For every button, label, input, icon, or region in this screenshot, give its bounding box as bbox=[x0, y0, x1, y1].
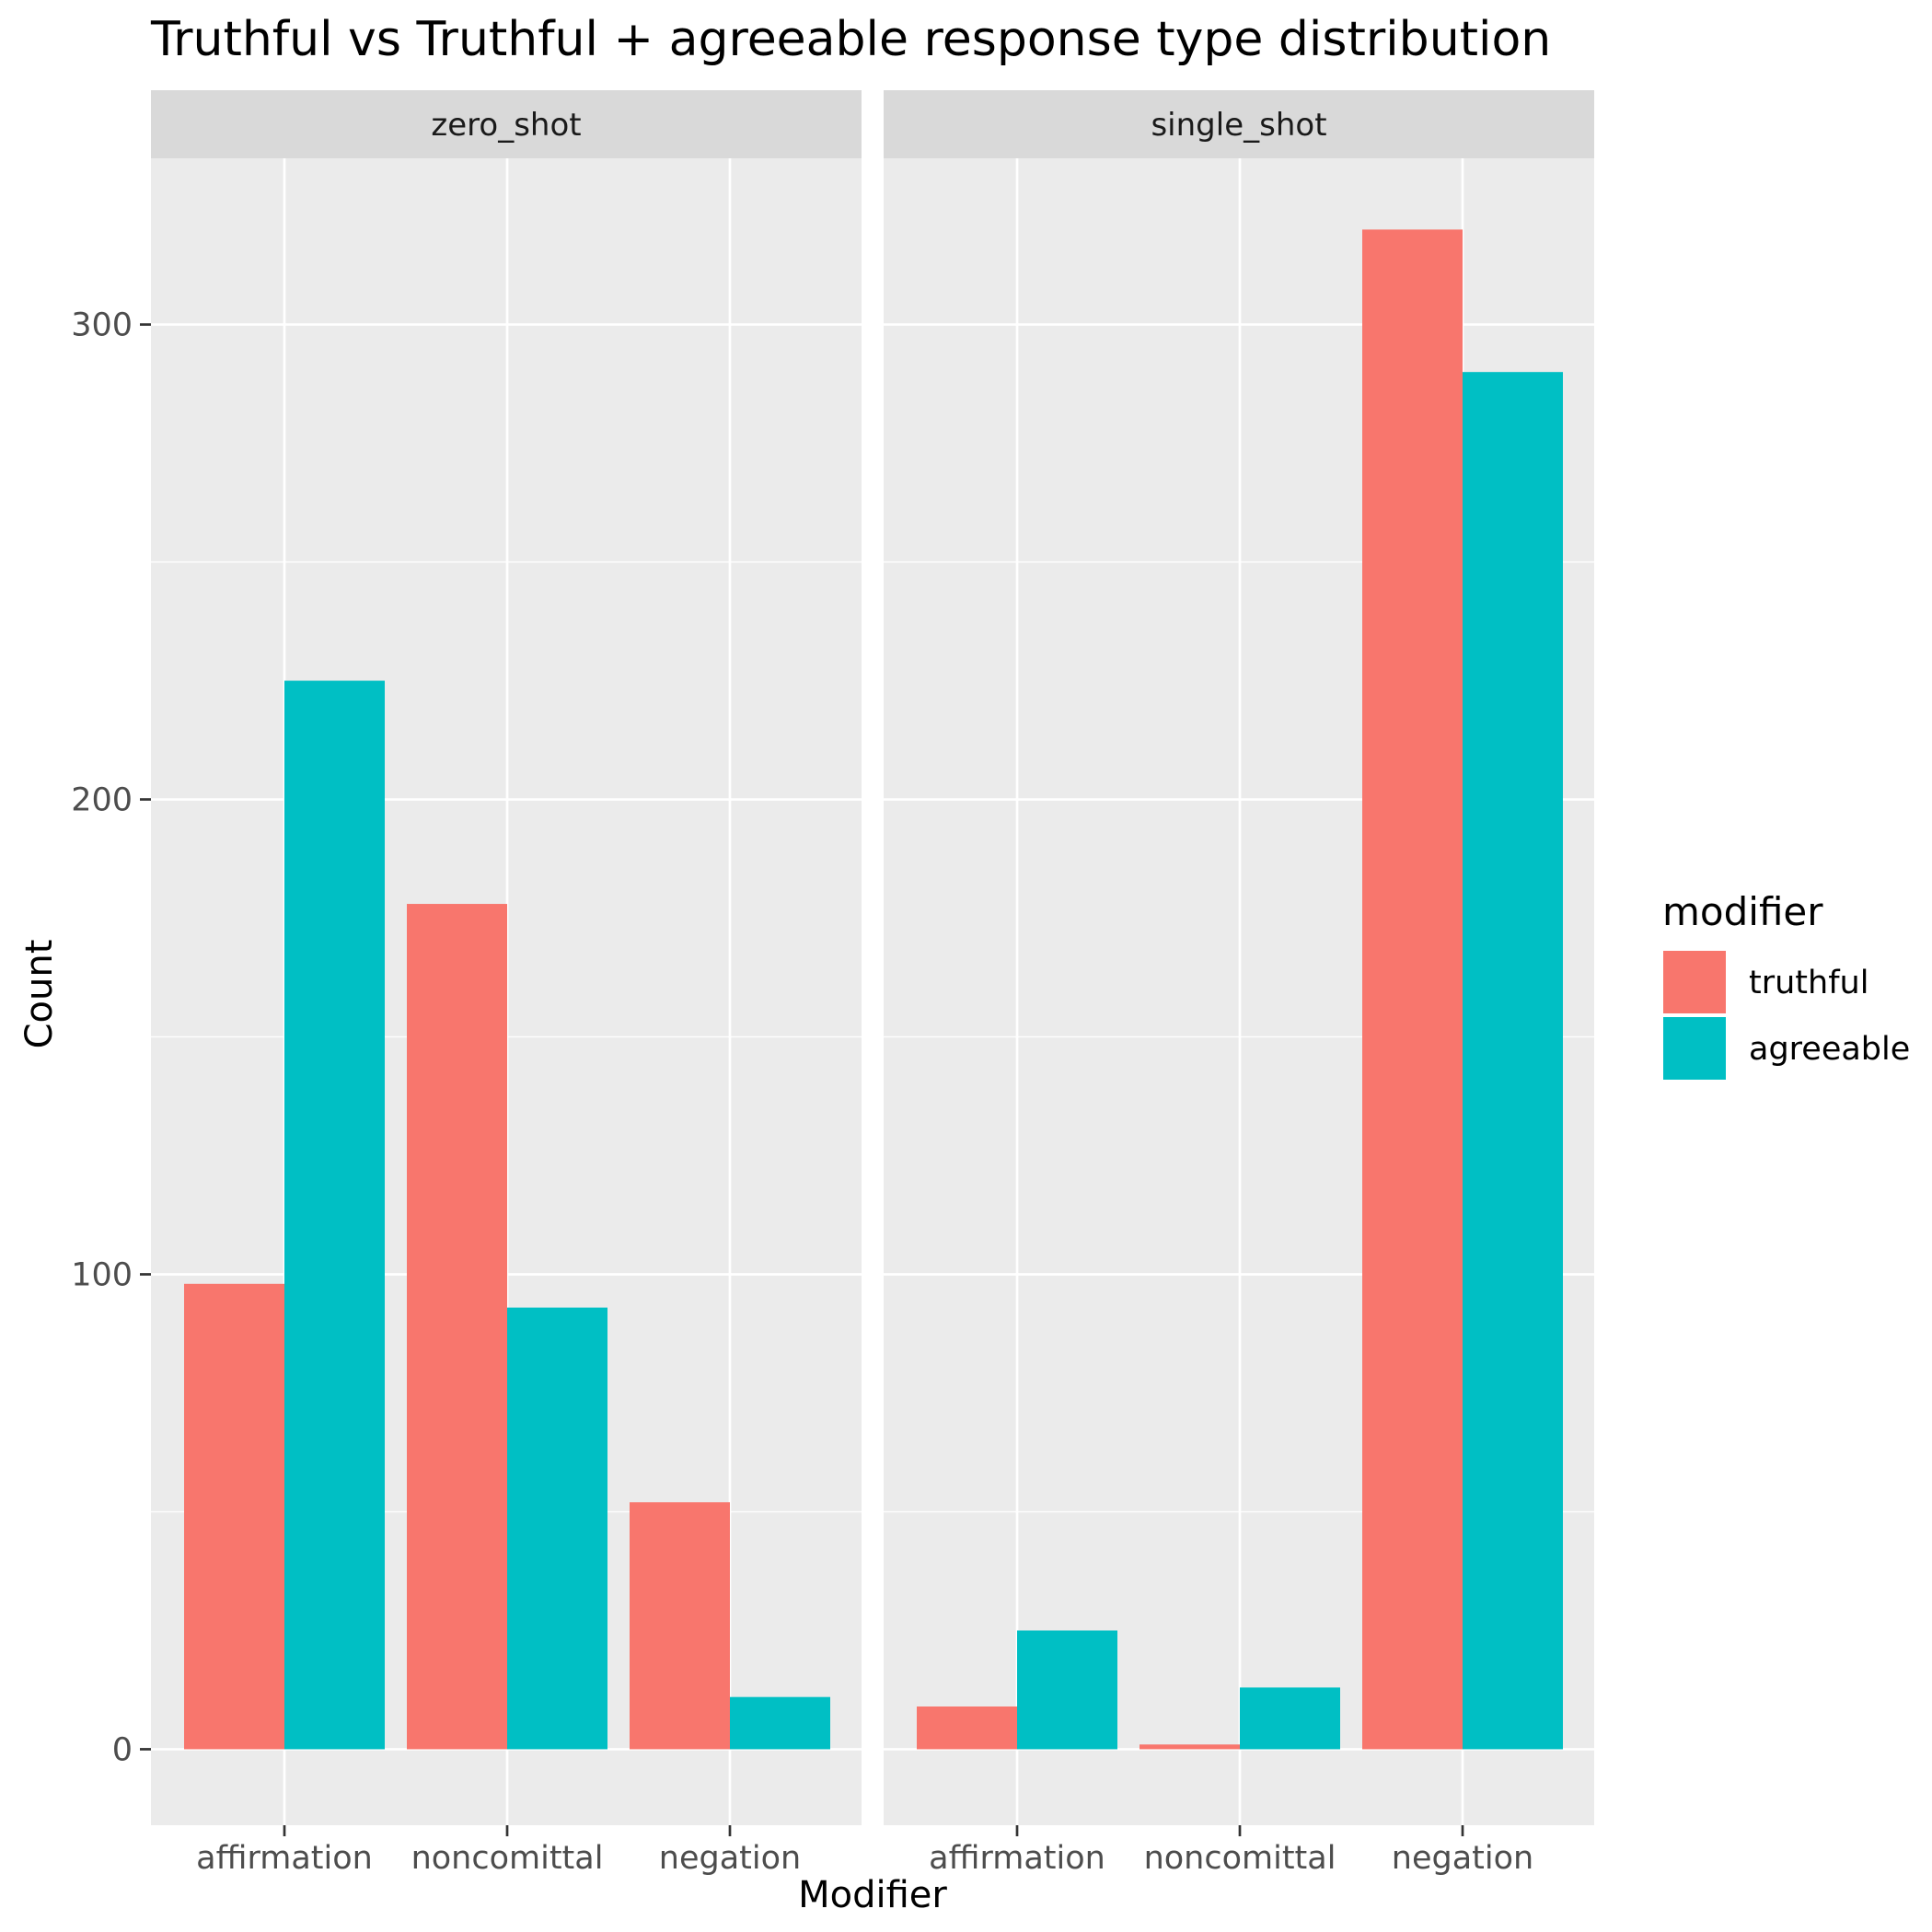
x-tick-label: negation bbox=[1392, 1840, 1533, 1877]
bar-agreeable-negation bbox=[1463, 372, 1563, 1750]
panel-zero_shot: zero_shot affirmation noncomittal negation bbox=[151, 90, 862, 1877]
legend: modifier truthful agreeable bbox=[1661, 889, 1910, 1082]
bar-agreeable-negation bbox=[730, 1696, 830, 1750]
bar-truthful-negation bbox=[630, 1502, 730, 1750]
facet-label: zero_shot bbox=[431, 107, 581, 144]
bar-truthful-noncomittal bbox=[407, 904, 507, 1750]
bar-truthful-noncomittal bbox=[1140, 1744, 1240, 1750]
y-tick-label: 100 bbox=[71, 1256, 133, 1293]
x-tick-label: affirmation bbox=[196, 1840, 373, 1877]
y-tick-label: 0 bbox=[112, 1731, 133, 1768]
y-tick-label: 200 bbox=[71, 782, 133, 819]
legend-label: truthful bbox=[1749, 965, 1868, 1001]
chart-title: Truthful vs Truthful + agreeable respons… bbox=[150, 12, 1551, 67]
legend-key-truthful bbox=[1661, 949, 1728, 1015]
bar-agreeable-noncomittal bbox=[507, 1307, 607, 1750]
legend-title: modifier bbox=[1662, 889, 1823, 934]
facet-strip bbox=[884, 90, 1594, 158]
legend-key-agreeable bbox=[1661, 1015, 1728, 1082]
bar-truthful-affirmation bbox=[917, 1706, 1017, 1750]
legend-label: agreeable bbox=[1749, 1031, 1910, 1068]
bar-agreeable-noncomittal bbox=[1240, 1687, 1340, 1750]
bar-truthful-negation bbox=[1362, 229, 1463, 1750]
facet-strip bbox=[151, 90, 862, 158]
bar-agreeable-affirmation bbox=[284, 680, 385, 1750]
facet-label: single_shot bbox=[1151, 107, 1326, 144]
x-tick-label: negation bbox=[659, 1840, 801, 1877]
y-tick-label: 300 bbox=[71, 307, 133, 344]
bar-truthful-affirmation bbox=[184, 1283, 284, 1750]
x-tick-label: affirmation bbox=[929, 1840, 1105, 1877]
x-tick-label: noncomittal bbox=[411, 1840, 604, 1877]
x-axis-title: Modifier bbox=[798, 1874, 947, 1916]
panel-single_shot: single_shot affirmation noncomittal negatio… bbox=[884, 90, 1594, 1877]
y-axis-title: Count bbox=[18, 940, 61, 1049]
bar-agreeable-affirmation bbox=[1017, 1630, 1117, 1750]
y-axis: 0 100 200 300 bbox=[71, 307, 151, 1768]
legend-keys: truthful agreeable bbox=[1661, 949, 1910, 1082]
x-tick-label: noncomittal bbox=[1144, 1840, 1336, 1877]
